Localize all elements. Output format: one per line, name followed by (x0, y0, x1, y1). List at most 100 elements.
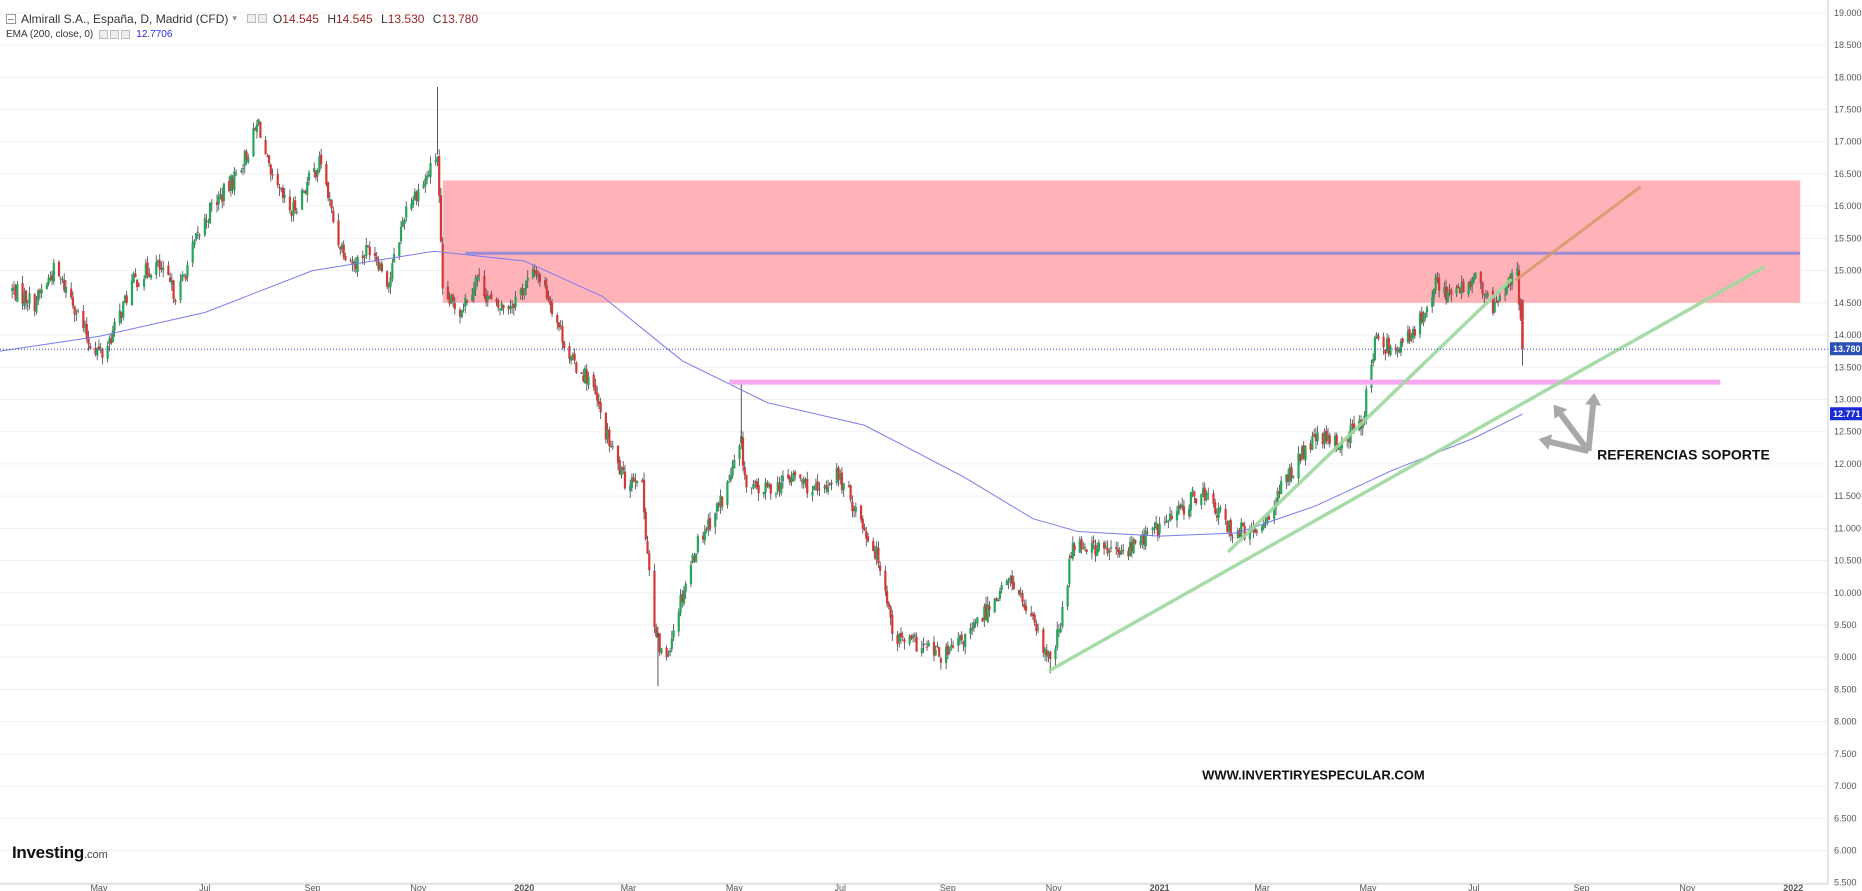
trendline-steep[interactable] (1227, 278, 1513, 553)
candle-down (1142, 534, 1146, 545)
ema-polyline (0, 250, 1523, 537)
candle-up (1260, 526, 1264, 532)
settings-icon[interactable] (257, 14, 267, 23)
candle-up (313, 167, 316, 173)
candle-down (1287, 474, 1290, 482)
candle-down (342, 244, 345, 258)
candle-down (125, 295, 128, 304)
candle-up (1410, 335, 1413, 340)
arrow-head (1553, 404, 1568, 420)
price-tick-label: 10.000 (1834, 588, 1862, 598)
candle-down (1382, 336, 1385, 348)
candle-down (1495, 301, 1498, 303)
current-price-tag-bg (1830, 342, 1862, 356)
candle-down (351, 261, 354, 265)
candle-up (630, 477, 634, 488)
candle-down (1212, 493, 1215, 504)
candle-down (887, 603, 890, 607)
candle-down (73, 306, 76, 315)
candle-down (448, 297, 451, 304)
candle-up (488, 295, 491, 298)
candle-down (559, 325, 562, 327)
candle-up (306, 181, 309, 195)
ema-price-tag-bg (1830, 407, 1862, 421)
candle-down (693, 556, 696, 561)
ema-price-tag-text: 12.771 (1833, 409, 1861, 419)
candle-down (665, 647, 668, 658)
candle-up (993, 598, 996, 613)
collapse-icon[interactable] (6, 13, 16, 24)
low-value: 13.530 (387, 11, 425, 26)
candle-up (26, 305, 29, 307)
candle-up (1227, 521, 1231, 532)
candle-down (853, 508, 856, 511)
candle-up (514, 296, 517, 308)
candle-up (1425, 307, 1429, 313)
settings-icon[interactable] (110, 29, 120, 39)
candle-up (707, 519, 710, 531)
candle-up (1168, 513, 1172, 521)
price-axis[interactable]: 19.000 18.500 18.000 17.500 17.000 16.500 16.0… (1827, 0, 1862, 891)
candle-up (387, 285, 390, 288)
candle-up (365, 245, 368, 257)
candle-down (1033, 614, 1036, 623)
eye-icon[interactable] (99, 29, 109, 39)
candle-up (511, 306, 514, 308)
arrow-shaft (1556, 409, 1591, 453)
trendline-long[interactable] (1048, 265, 1766, 672)
candle-down (1045, 650, 1048, 656)
candle-down (1130, 542, 1133, 552)
candle-up (945, 646, 948, 664)
candle-up (1443, 286, 1446, 294)
candle-up (255, 124, 259, 133)
candle-down (885, 591, 889, 604)
candle-down (288, 196, 292, 211)
candle-up (1068, 558, 1071, 584)
candle-up (292, 202, 295, 216)
candle-up (23, 292, 26, 306)
price-tick-label: 7.000 (1834, 781, 1857, 791)
candle-up (1007, 581, 1010, 583)
candle-up (436, 156, 439, 163)
price-axis-bg (1828, 0, 1862, 891)
candle-up (49, 277, 52, 280)
candle-down (415, 191, 418, 201)
candle-down (816, 481, 819, 491)
close-value: 13.780 (441, 11, 479, 26)
candle-down (1325, 430, 1328, 442)
projection-line[interactable] (1514, 185, 1642, 282)
eye-icon[interactable] (246, 14, 256, 23)
candle-up (219, 193, 222, 196)
time-axis-bg (0, 884, 1828, 891)
candle-down (641, 480, 644, 483)
candle-up (750, 487, 753, 489)
candle-up (814, 483, 818, 485)
candle-up (391, 263, 394, 279)
chevron-down-icon[interactable]: ▾ (232, 13, 237, 23)
candle-up (425, 176, 429, 180)
candle-up (130, 280, 134, 306)
candle-up (677, 612, 680, 632)
candle-down (33, 294, 36, 312)
candle-up (1370, 364, 1373, 389)
close-icon[interactable] (121, 29, 131, 39)
candle-down (1102, 542, 1106, 549)
candle-down (1082, 548, 1085, 550)
candle-down (320, 154, 323, 165)
candle-down (478, 274, 481, 276)
candle-down (585, 369, 588, 384)
candle-down (1116, 549, 1120, 552)
candle-down (63, 279, 66, 291)
candle-down (1163, 521, 1166, 523)
candle-up (47, 277, 50, 285)
open-label: O (272, 11, 283, 26)
time-tick-label: 2022 (1783, 883, 1803, 891)
candle-down (865, 530, 868, 539)
time-axis[interactable]: May Jul Sep Nov 2020 Mar May Jul Sep Nov 2021 Mar Ma… (0, 883, 1828, 891)
candle-down (863, 527, 866, 531)
candle-down (438, 156, 441, 196)
candle-up (1056, 629, 1059, 648)
candle-up (1061, 606, 1064, 627)
candle-down (837, 467, 840, 481)
